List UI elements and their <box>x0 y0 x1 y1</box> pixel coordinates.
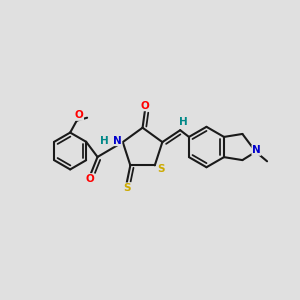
Text: N: N <box>113 136 122 146</box>
Text: H: H <box>179 117 188 127</box>
Text: S: S <box>123 183 130 193</box>
Text: O: O <box>75 110 83 120</box>
Text: H: H <box>100 136 109 146</box>
Text: S: S <box>158 164 165 174</box>
Text: O: O <box>141 101 149 111</box>
Text: O: O <box>85 174 94 184</box>
Text: N: N <box>252 145 261 155</box>
